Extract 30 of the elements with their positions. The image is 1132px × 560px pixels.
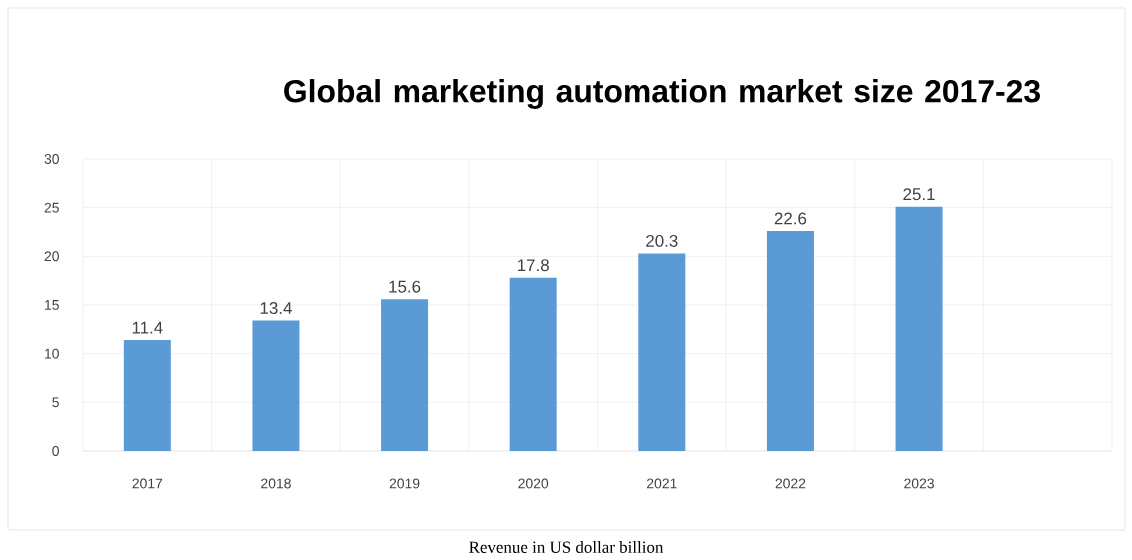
bar [381, 299, 429, 451]
data-label: 13.4 [260, 302, 292, 315]
y-tick-label: 15 [45, 300, 59, 310]
y-tick-label: 30 [44, 154, 59, 164]
bar [638, 253, 686, 451]
y-tick-label: 5 [52, 397, 59, 408]
y-tick-label: 0 [52, 446, 59, 456]
bar [766, 231, 814, 451]
text: Revenue in US dollar billion [469, 541, 664, 553]
x-tick-label: 2023 [904, 478, 934, 489]
bar [509, 277, 557, 451]
data-label: 17.8 [518, 259, 549, 272]
x-tick-label: 2018 [261, 478, 291, 489]
chart-title: Global marketing automation market size 2017-23 [284, 79, 1040, 109]
x-tick-label: 2017 [132, 478, 163, 489]
x-tick-label: 2020 [518, 478, 549, 489]
bar [123, 340, 171, 451]
y-tick-label: 25 [44, 202, 59, 213]
data-label: 22.6 [774, 212, 807, 225]
y-tick-label: 20 [44, 251, 59, 262]
data-label: 15.6 [389, 280, 421, 293]
x-tick-label: 2022 [775, 478, 806, 489]
data-label: 11.4 [132, 321, 163, 334]
x-tick-label: 2021 [647, 478, 677, 489]
x-tick-label: 2019 [389, 478, 420, 489]
bar [252, 320, 300, 451]
data-label: 25.1 [903, 188, 935, 201]
bar [895, 206, 943, 451]
y-tick-label: 10 [45, 348, 59, 359]
data-label: 20.3 [646, 234, 678, 247]
